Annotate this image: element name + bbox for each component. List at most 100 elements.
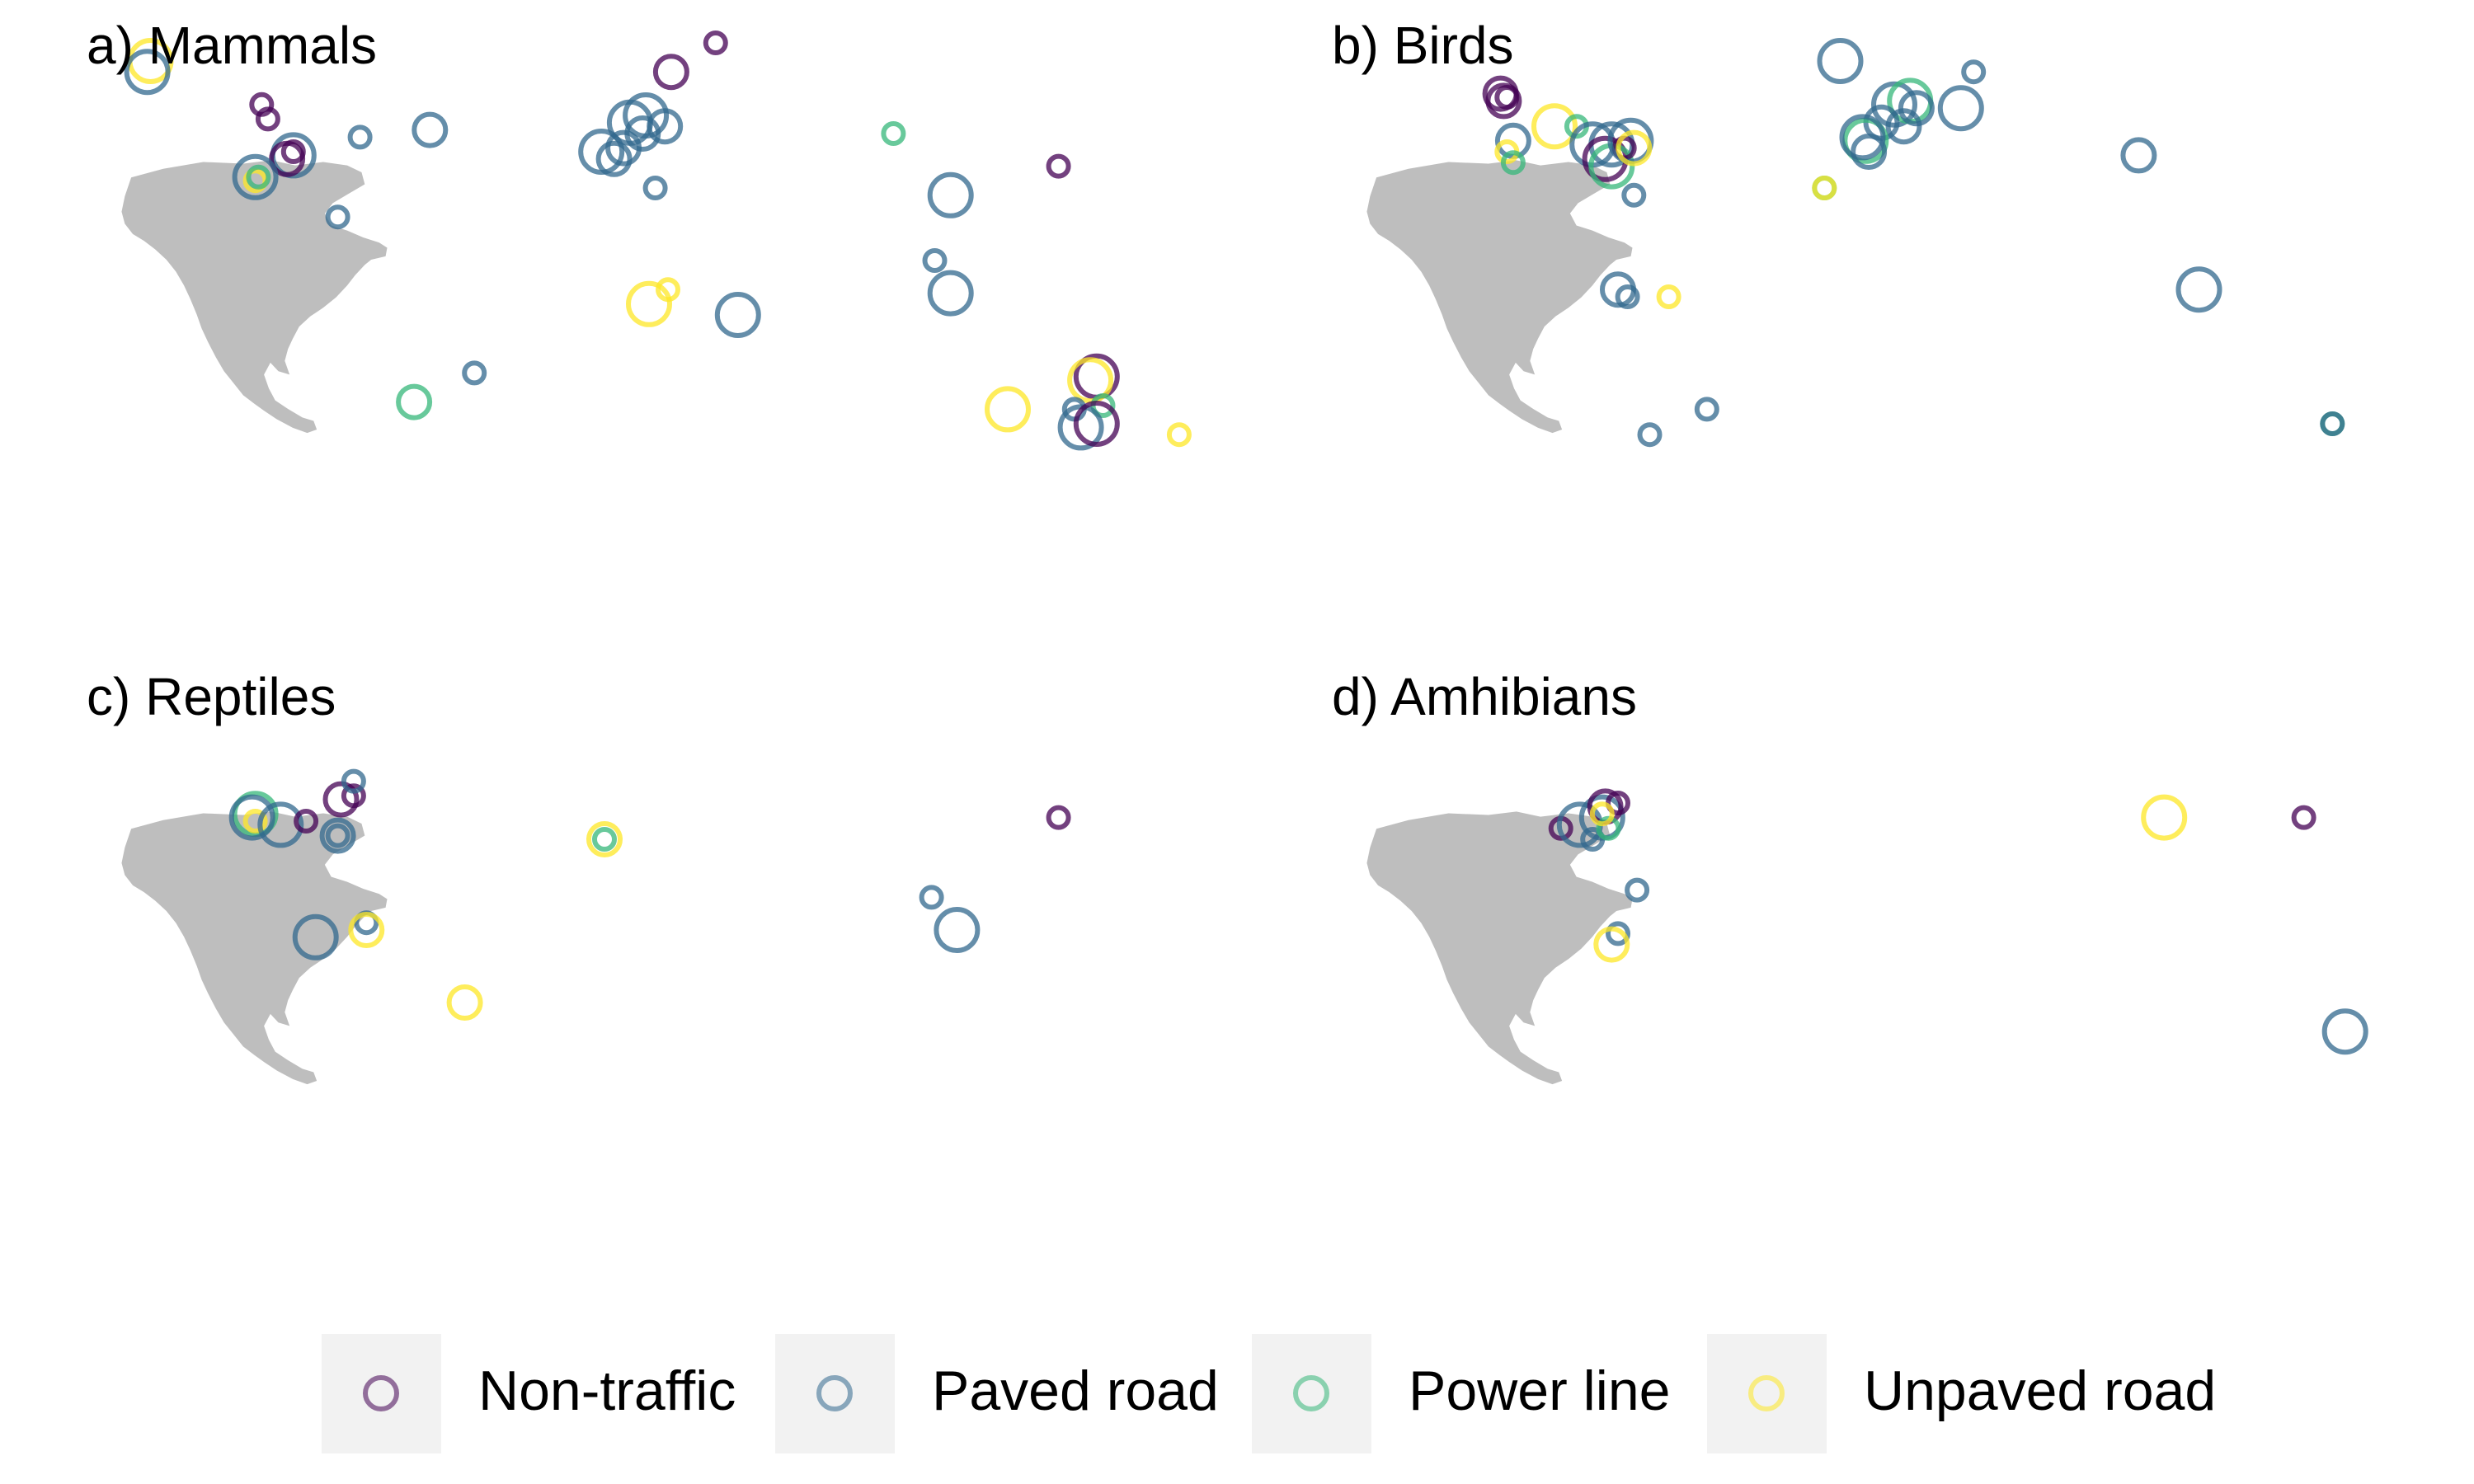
legend-label: Paved road [932,1360,1219,1422]
study-point-circle [242,809,268,834]
study-point-circle [1485,82,1522,120]
panel-title: d) Amhibians [1332,667,1637,726]
study-point-circle [348,912,385,948]
legend-circle-icon [816,1375,853,1411]
panel-title: a) Mammals [87,16,378,75]
study-point-circle [1851,134,1888,170]
land-north-america [1366,160,1633,434]
study-point-circle [624,115,661,152]
study-point-circle [1637,422,1663,448]
land-layer [1366,811,1633,1085]
world-map [1366,38,2345,448]
study-point-circle [1057,404,1104,451]
legend-key-non-traffic [322,1334,441,1453]
study-point-circle [2141,794,2188,841]
study-point-circle [922,248,948,273]
study-point-circle [341,768,366,794]
legend-label: Power line [1409,1360,1671,1422]
study-point-circle [1615,284,1640,309]
study-point-circle [2321,1008,2368,1055]
legend-key-paved-road [775,1334,895,1453]
legend-circle-icon [1293,1375,1329,1411]
study-point-circle [2320,411,2345,436]
land-north-america [121,811,388,1085]
study-points [1548,788,2368,1055]
study-point-circle [1073,401,1120,447]
study-point-circle [595,140,633,177]
study-point-circle [1606,791,1630,815]
panel-title: b) Birds [1332,16,1514,75]
study-point-circle [257,801,304,848]
study-point-circle [623,92,670,139]
study-point-circle [656,277,680,303]
study-point-circle [341,783,366,809]
study-point-circle [1898,90,1935,127]
study-point-circle [1616,129,1653,167]
world-land [1366,811,1633,1085]
map-panel-birds: b) Birds [1245,0,2441,577]
legend-label: Unpaved road [1864,1360,2217,1422]
legend-label: Non-traffic [478,1360,736,1422]
study-point-circle [919,885,944,910]
study-point-circle [1500,150,1526,176]
study-point-circle [280,139,306,164]
study-point-circle [1871,81,1917,128]
study-point-circle [1694,397,1719,422]
study-points [1482,38,2345,448]
study-point-circle [1067,357,1114,404]
study-points [228,768,1071,1021]
world-land [121,811,388,1085]
study-point-circle [292,913,339,960]
study-point-circle [985,386,1031,433]
study-point-circle [246,164,271,190]
study-point-circle [319,817,356,854]
map-panel-reptiles: c) Reptiles [0,651,1196,1228]
study-point-circle [1961,59,1987,85]
study-point-circle [228,794,275,841]
world-land [1366,160,1633,434]
study-point-circle [1621,182,1647,208]
study-point-circle [1589,801,1615,827]
study-point-circle [325,204,350,230]
land-layer [1366,160,1633,434]
study-point-circle [626,280,672,327]
study-point-circle [446,984,483,1021]
study-point-circle [294,809,319,834]
land-layer [121,160,388,434]
study-point-circle [2120,137,2157,174]
study-point-circle [927,270,974,317]
study-point-circle [927,171,974,218]
study-point-circle [1046,805,1071,830]
land-north-america [1366,811,1633,1085]
study-point-circle [1656,284,1681,309]
study-point-circle [232,791,279,838]
study-point-circle [647,108,684,145]
legend-circle-icon [1748,1375,1785,1411]
legend-key-power-line [1252,1334,1371,1453]
map-panel-amphibians: d) Amhibians [1245,651,2441,1228]
study-point-circle [652,54,689,91]
study-point-circle [1842,117,1889,164]
study-point-circle [1580,827,1606,852]
study-point-circle [232,153,279,200]
study-point-circle [1817,38,1864,84]
world-land [121,160,388,434]
study-point-circle [1606,921,1630,946]
study-point-circle [1812,176,1837,200]
study-point-circle [322,781,360,818]
study-point-circle [1885,108,1922,145]
land-layer [121,811,388,1085]
study-point-circle [578,129,625,175]
study-point-circle [412,111,449,148]
study-point-circle [1937,85,1984,132]
study-point-circle [881,121,906,146]
study-point-circle [592,827,617,852]
map-panel-mammals: a) Mammals [0,0,1196,577]
study-point-circle [703,31,728,55]
study-point-circle [1625,877,1650,903]
study-points [124,31,1192,451]
study-point-circle [255,106,280,132]
world-map [121,31,1192,451]
study-point-circle [396,383,433,420]
study-point-circle [642,176,668,200]
